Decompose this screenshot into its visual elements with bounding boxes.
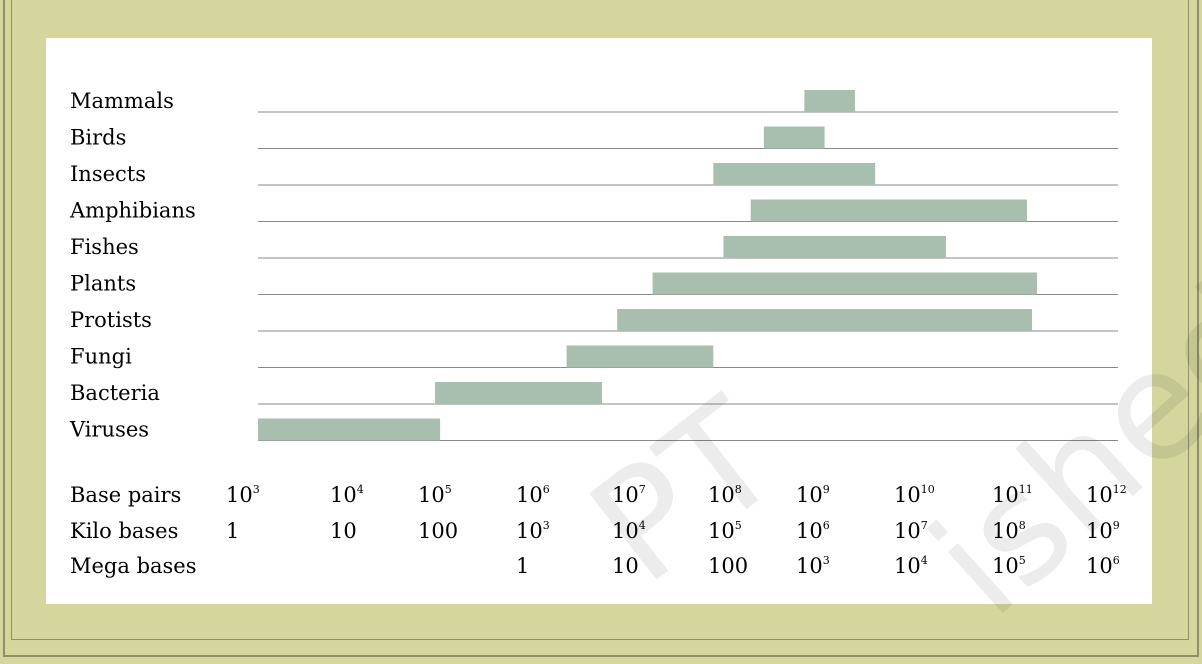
category-label: Fungi — [70, 345, 132, 369]
tick-label: 10 — [612, 554, 639, 578]
scale-label: Kilo bases — [70, 519, 178, 543]
category-label: Fishes — [70, 235, 139, 259]
tick-label: 103 — [226, 483, 260, 507]
range-bar — [617, 309, 1032, 331]
category-label: Birds — [70, 126, 126, 150]
tick-label: 104 — [894, 554, 928, 578]
tick-label: 106 — [796, 519, 830, 543]
tick-label: 100 — [708, 554, 748, 578]
tick-label: 1011 — [992, 483, 1033, 507]
tick-label: 107 — [894, 519, 928, 543]
genome-size-chart: Mammals Birds Insects Amphibians Fishes Plant… — [69, 89, 1127, 578]
category-label: Mammals — [70, 89, 174, 113]
category-label: Plants — [70, 272, 136, 296]
tick-label: 1012 — [1086, 483, 1127, 507]
tick-label: 108 — [708, 483, 742, 507]
tick-label: 107 — [612, 483, 646, 507]
category-label: Bacteria — [70, 381, 160, 405]
tick-label: 103 — [796, 554, 830, 578]
scale-rows: Base pairs 103 104 105 106 107 108 109 1010 1011 1… — [70, 483, 1127, 578]
range-bar — [804, 90, 855, 112]
tick-label: 105 — [418, 483, 452, 507]
tick-label: 1010 — [894, 483, 935, 507]
range-bar — [652, 272, 1038, 295]
tick-label: 105 — [992, 554, 1026, 578]
tick-label: 106 — [516, 483, 550, 507]
figure-panel: Mammals Birds Insects Amphibians Fishes Plant… — [46, 38, 1152, 604]
tick-label: 103 — [516, 519, 550, 543]
tick-label: 109 — [1086, 519, 1120, 543]
category-label: Insects — [70, 162, 146, 186]
tick-label: 106 — [1086, 554, 1120, 578]
tick-label: 108 — [992, 519, 1026, 543]
range-bar — [435, 382, 602, 404]
tick-label: 100 — [418, 519, 458, 543]
category-label: Protists — [70, 308, 152, 332]
tick-label: 105 — [708, 519, 742, 543]
range-bar — [750, 199, 1027, 222]
category-rows: Mammals Birds Insects Amphibians Fishes Plant… — [69, 89, 1118, 442]
scale-label: Base pairs — [70, 483, 181, 507]
range-bar — [566, 345, 714, 368]
range-bar — [723, 236, 946, 258]
tick-label: 104 — [612, 519, 646, 543]
range-bar — [713, 163, 876, 185]
category-label: Viruses — [69, 418, 149, 442]
tick-label: 1 — [226, 519, 239, 543]
category-label: Amphibians — [69, 199, 196, 223]
tick-label: 104 — [330, 483, 364, 507]
tick-label: 10 — [330, 519, 357, 543]
range-bar — [763, 126, 825, 149]
scale-label: Mega bases — [70, 554, 197, 578]
tick-label: 1 — [516, 554, 529, 578]
range-bar — [258, 418, 441, 441]
tick-label: 109 — [796, 483, 830, 507]
